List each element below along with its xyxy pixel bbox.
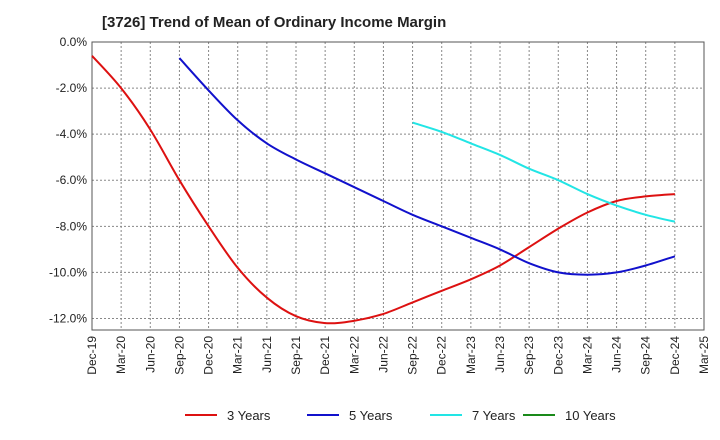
legend-item-7-years: 7 Years <box>430 404 515 426</box>
series-line-5-years <box>178 57 676 276</box>
x-tick-label: Mar-23 <box>464 336 478 374</box>
series-line-3-years <box>91 55 675 325</box>
legend-item-5-years: 5 Years <box>307 404 392 426</box>
y-tick-label: -12.0% <box>49 311 87 325</box>
y-tick-label: -6.0% <box>56 173 88 187</box>
x-tick-label: Jun-21 <box>260 336 274 373</box>
legend-label: 3 Years <box>227 407 271 423</box>
legend: 3 Years 5 Years 7 Years 10 Years <box>0 404 720 426</box>
x-tick-label: Jun-23 <box>493 336 507 373</box>
legend-label: 7 Years <box>472 407 516 423</box>
x-tick-label: Jun-20 <box>143 336 157 373</box>
y-tick-label: -10.0% <box>49 265 87 279</box>
plot-frame <box>91 41 705 331</box>
x-tick-label: Sep-23 <box>522 336 536 375</box>
legend-swatch <box>185 414 217 416</box>
series-line-7-years <box>412 121 676 223</box>
y-tick-label: -4.0% <box>56 127 88 141</box>
x-tick-label: Dec-21 <box>318 336 332 375</box>
x-tick-label: Mar-22 <box>347 336 361 374</box>
x-tick-label: Dec-22 <box>435 336 449 375</box>
x-tick-label: Sep-21 <box>289 336 303 375</box>
x-tick-label: Jun-22 <box>376 336 390 373</box>
x-tick-label: Mar-20 <box>114 336 128 374</box>
x-tick-label: Mar-25 <box>697 336 711 374</box>
x-tick-label: Sep-22 <box>406 336 420 375</box>
x-tick-label: Dec-20 <box>202 336 216 375</box>
x-tick-label: Mar-24 <box>580 336 594 374</box>
legend-swatch <box>307 414 339 416</box>
x-tick-label: Dec-23 <box>551 336 565 375</box>
x-tick-label: Dec-24 <box>668 336 682 375</box>
legend-swatch <box>523 414 555 416</box>
x-tick-label: Dec-19 <box>85 336 99 375</box>
legend-swatch <box>430 414 462 416</box>
legend-label: 10 Years <box>565 407 616 423</box>
x-tick-label: Sep-24 <box>639 336 653 375</box>
legend-item-3-years: 3 Years <box>185 404 270 426</box>
y-tick-label: -2.0% <box>56 81 88 95</box>
x-tick-label: Jun-24 <box>610 336 624 373</box>
x-tick-label: Mar-21 <box>231 336 245 374</box>
legend-item-10-years: 10 Years <box>523 404 616 426</box>
y-tick-label: -8.0% <box>56 219 88 233</box>
x-tick-label: Sep-20 <box>172 336 186 375</box>
chart-title: [3726] Trend of Mean of Ordinary Income … <box>102 14 447 31</box>
legend-label: 5 Years <box>349 407 393 423</box>
y-tick-label: 0.0% <box>60 35 88 49</box>
